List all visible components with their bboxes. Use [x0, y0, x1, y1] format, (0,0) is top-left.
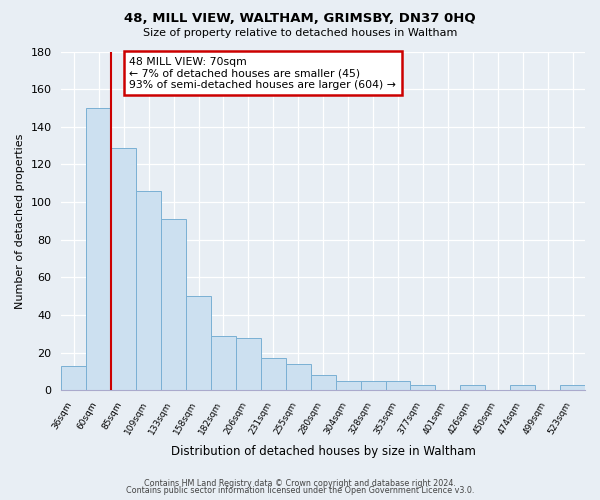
Bar	[261, 358, 286, 390]
Bar	[410, 385, 436, 390]
Bar	[386, 381, 410, 390]
Text: Size of property relative to detached houses in Waltham: Size of property relative to detached ho…	[143, 28, 457, 38]
Text: 48, MILL VIEW, WALTHAM, GRIMSBY, DN37 0HQ: 48, MILL VIEW, WALTHAM, GRIMSBY, DN37 0H…	[124, 12, 476, 26]
Text: Contains HM Land Registry data © Crown copyright and database right 2024.: Contains HM Land Registry data © Crown c…	[144, 478, 456, 488]
Bar	[311, 376, 335, 390]
Bar	[136, 191, 161, 390]
Bar	[510, 385, 535, 390]
Bar	[460, 385, 485, 390]
Bar	[211, 336, 236, 390]
Bar	[186, 296, 211, 390]
Y-axis label: Number of detached properties: Number of detached properties	[15, 134, 25, 308]
X-axis label: Distribution of detached houses by size in Waltham: Distribution of detached houses by size …	[171, 444, 476, 458]
Bar	[111, 148, 136, 390]
Bar	[560, 385, 585, 390]
Text: 48 MILL VIEW: 70sqm
← 7% of detached houses are smaller (45)
93% of semi-detache: 48 MILL VIEW: 70sqm ← 7% of detached hou…	[130, 56, 397, 90]
Bar	[161, 219, 186, 390]
Bar	[361, 381, 386, 390]
Bar	[335, 381, 361, 390]
Bar	[236, 338, 261, 390]
Text: Contains public sector information licensed under the Open Government Licence v3: Contains public sector information licen…	[126, 486, 474, 495]
Bar	[61, 366, 86, 390]
Bar	[86, 108, 111, 391]
Bar	[286, 364, 311, 390]
